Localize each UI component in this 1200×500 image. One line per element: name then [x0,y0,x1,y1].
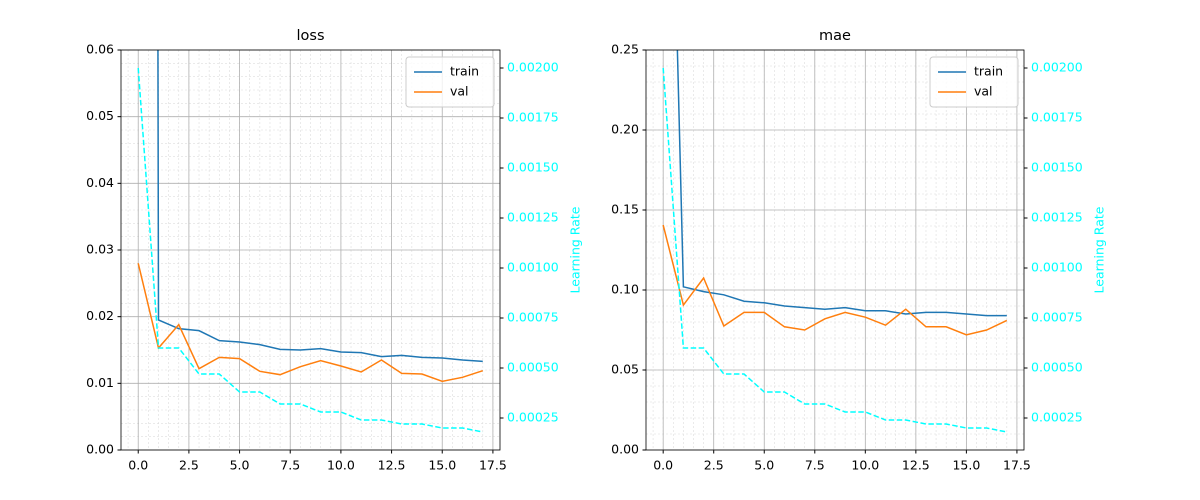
legend-label: train [450,64,479,79]
x-tick-label: 7.5 [805,458,825,473]
legend-frame [405,56,495,108]
x-tick-label: 15.0 [428,458,456,473]
x-tick-label: 17.5 [479,458,507,473]
y2-tick-label: 0.00025 [1031,410,1083,425]
series-line [137,67,483,433]
legend: train val [929,56,1019,108]
y2-tick-label: 0.00150 [1031,160,1083,175]
y-tick-label: 0.06 [86,42,114,57]
axes: 0.0 2.5 5.0 7.5 10.0 12.5 15.0 17.5 0.00 0.01 0.02… [86,28,583,473]
axes: 0.0 2.5 5.0 7.5 10.0 12.5 15.0 17.5 0.00 0.05 0.10… [611,28,1107,473]
y-tick-label: 0.00 [611,442,639,457]
legend-label: val [974,84,993,99]
y-tick-label: 0.04 [86,175,114,190]
y-tick-label: 0.15 [611,202,639,217]
y-tick-label: 0.05 [86,108,114,123]
chart-title: loss [296,28,324,44]
series-line [137,263,484,383]
y-tick-label: 0.25 [611,42,639,57]
chart-title: mae [819,28,851,44]
x-tick-label: 5.0 [230,458,250,473]
y2-tick-label: 0.00100 [507,260,559,275]
series-layer [662,50,1008,433]
x-tick-label: 10.0 [327,458,355,473]
legend-label: val [450,84,469,99]
x-tick-label: 7.5 [280,458,300,473]
y2-tick-label: 0.00200 [507,60,559,75]
y-tick-label: 0.01 [86,375,114,390]
y2-tick-label: 0.00200 [1031,60,1083,75]
y2-tick-label: 0.00050 [507,360,559,375]
series-line [676,50,1007,317]
y2-tick-label: 0.00050 [1031,360,1083,375]
series-line [662,67,1007,433]
legend-frame [929,56,1019,108]
series-line [157,50,483,363]
x-tick-label: 15.0 [952,458,980,473]
y2-tick-label: 0.00075 [507,310,559,325]
y-tick-label: 0.03 [86,242,114,257]
y2-tick-label: 0.00150 [507,160,559,175]
y2-tick-label: 0.00075 [1031,310,1083,325]
x-tick-label: 2.5 [704,458,724,473]
y2-tick-label: 0.00125 [1031,210,1083,225]
axes-frame [120,49,501,451]
series-line [662,224,1008,336]
y2-axis-label: Learning Rate [568,206,583,293]
x-tick-label: 12.5 [378,458,406,473]
legend: train val [405,56,495,108]
x-tick-label: 0.0 [653,458,673,473]
x-tick-label: 0.0 [128,458,148,473]
legend-label: train [974,64,1003,79]
y-tick-label: 0.20 [611,122,639,137]
x-tick-label: 10.0 [851,458,879,473]
y2-tick-label: 0.00175 [507,110,559,125]
y-tick-label: 0.02 [86,308,114,323]
y-tick-label: 0.10 [611,282,639,297]
y2-tick-label: 0.00175 [1031,110,1083,125]
y2-tick-label: 0.00025 [507,410,559,425]
y2-tick-label: 0.00100 [1031,260,1083,275]
y-tick-label: 0.05 [611,362,639,377]
y2-axis-label: Learning Rate [1092,206,1107,293]
x-tick-label: 17.5 [1003,458,1031,473]
series-layer [137,50,484,433]
y-tick-label: 0.00 [86,442,114,457]
y2-tick-label: 0.00125 [507,210,559,225]
x-tick-label: 12.5 [902,458,930,473]
x-tick-label: 2.5 [179,458,199,473]
axes-frame [645,49,1025,451]
x-tick-label: 5.0 [754,458,774,473]
